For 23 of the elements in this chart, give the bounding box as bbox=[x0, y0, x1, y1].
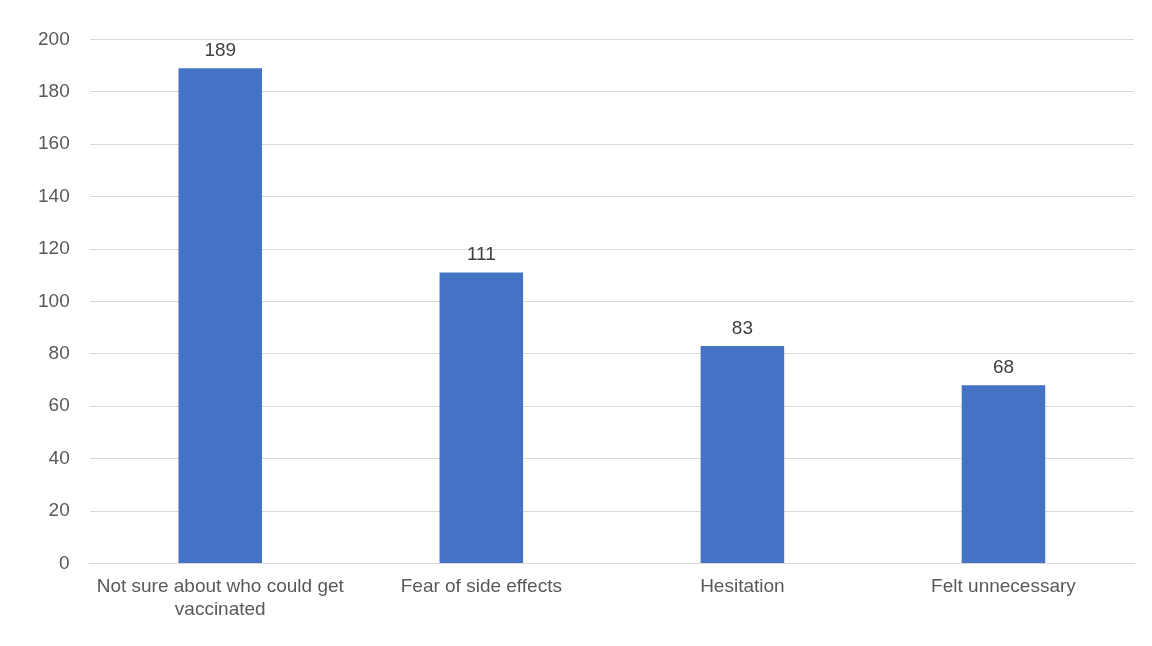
x-tick-label: Hesitation bbox=[700, 575, 785, 597]
x-tick-label: Not sure about who could get vaccinated bbox=[96, 575, 345, 619]
data-label: 68 bbox=[992, 355, 1015, 377]
y-tick-label: 100 bbox=[38, 289, 70, 311]
y-tick-label: 60 bbox=[48, 394, 70, 416]
x-tick-label: Felt unnecessary bbox=[931, 575, 1077, 597]
bar bbox=[178, 68, 263, 563]
bar bbox=[439, 272, 524, 563]
y-tick-label: 0 bbox=[59, 551, 70, 573]
y-tick-label: 160 bbox=[38, 132, 70, 154]
y-tick-label: 200 bbox=[38, 27, 70, 49]
x-tick-label: Fear of side effects bbox=[400, 575, 562, 597]
y-tick-label: 120 bbox=[38, 237, 70, 259]
y-tick-label: 140 bbox=[38, 184, 70, 206]
bar bbox=[961, 385, 1046, 563]
data-label: 111 bbox=[466, 243, 496, 265]
y-tick-label: 80 bbox=[48, 342, 70, 364]
y-tick-label: 180 bbox=[38, 80, 70, 102]
y-tick-label: 20 bbox=[48, 499, 70, 521]
y-tick-label: 40 bbox=[48, 446, 70, 468]
bar bbox=[700, 345, 785, 563]
data-label: 83 bbox=[731, 316, 753, 338]
data-label: 189 bbox=[204, 38, 237, 60]
